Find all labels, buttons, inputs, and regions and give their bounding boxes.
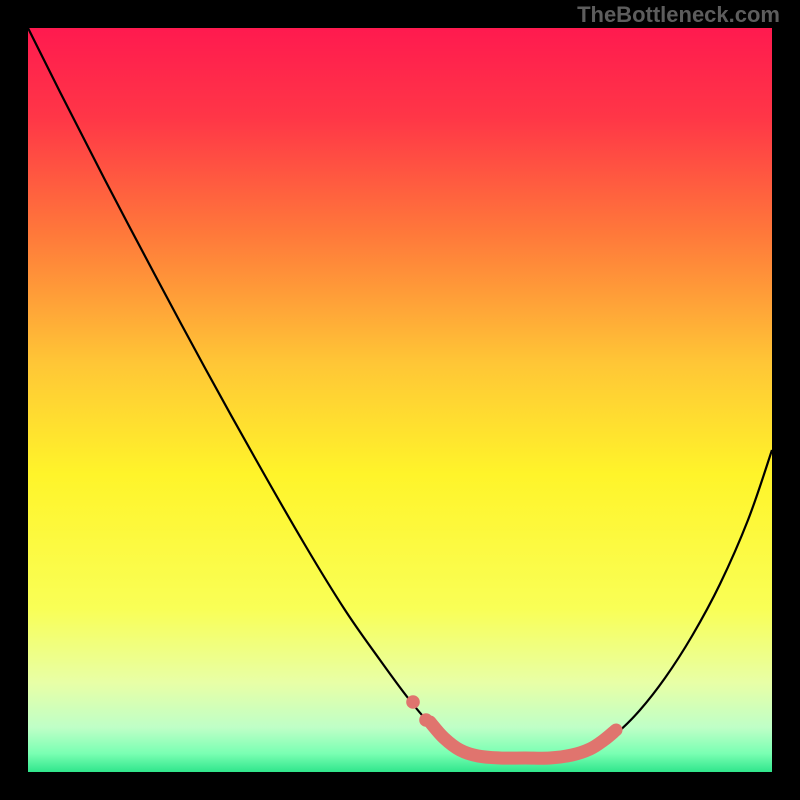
chart-stage: TheBottleneck.com	[0, 0, 800, 800]
optimal-range-dot	[406, 695, 420, 709]
bottleneck-curve	[28, 28, 772, 758]
optimal-range-dot	[419, 713, 433, 727]
optimal-range-marker	[430, 722, 616, 758]
curve-overlay	[0, 0, 800, 800]
